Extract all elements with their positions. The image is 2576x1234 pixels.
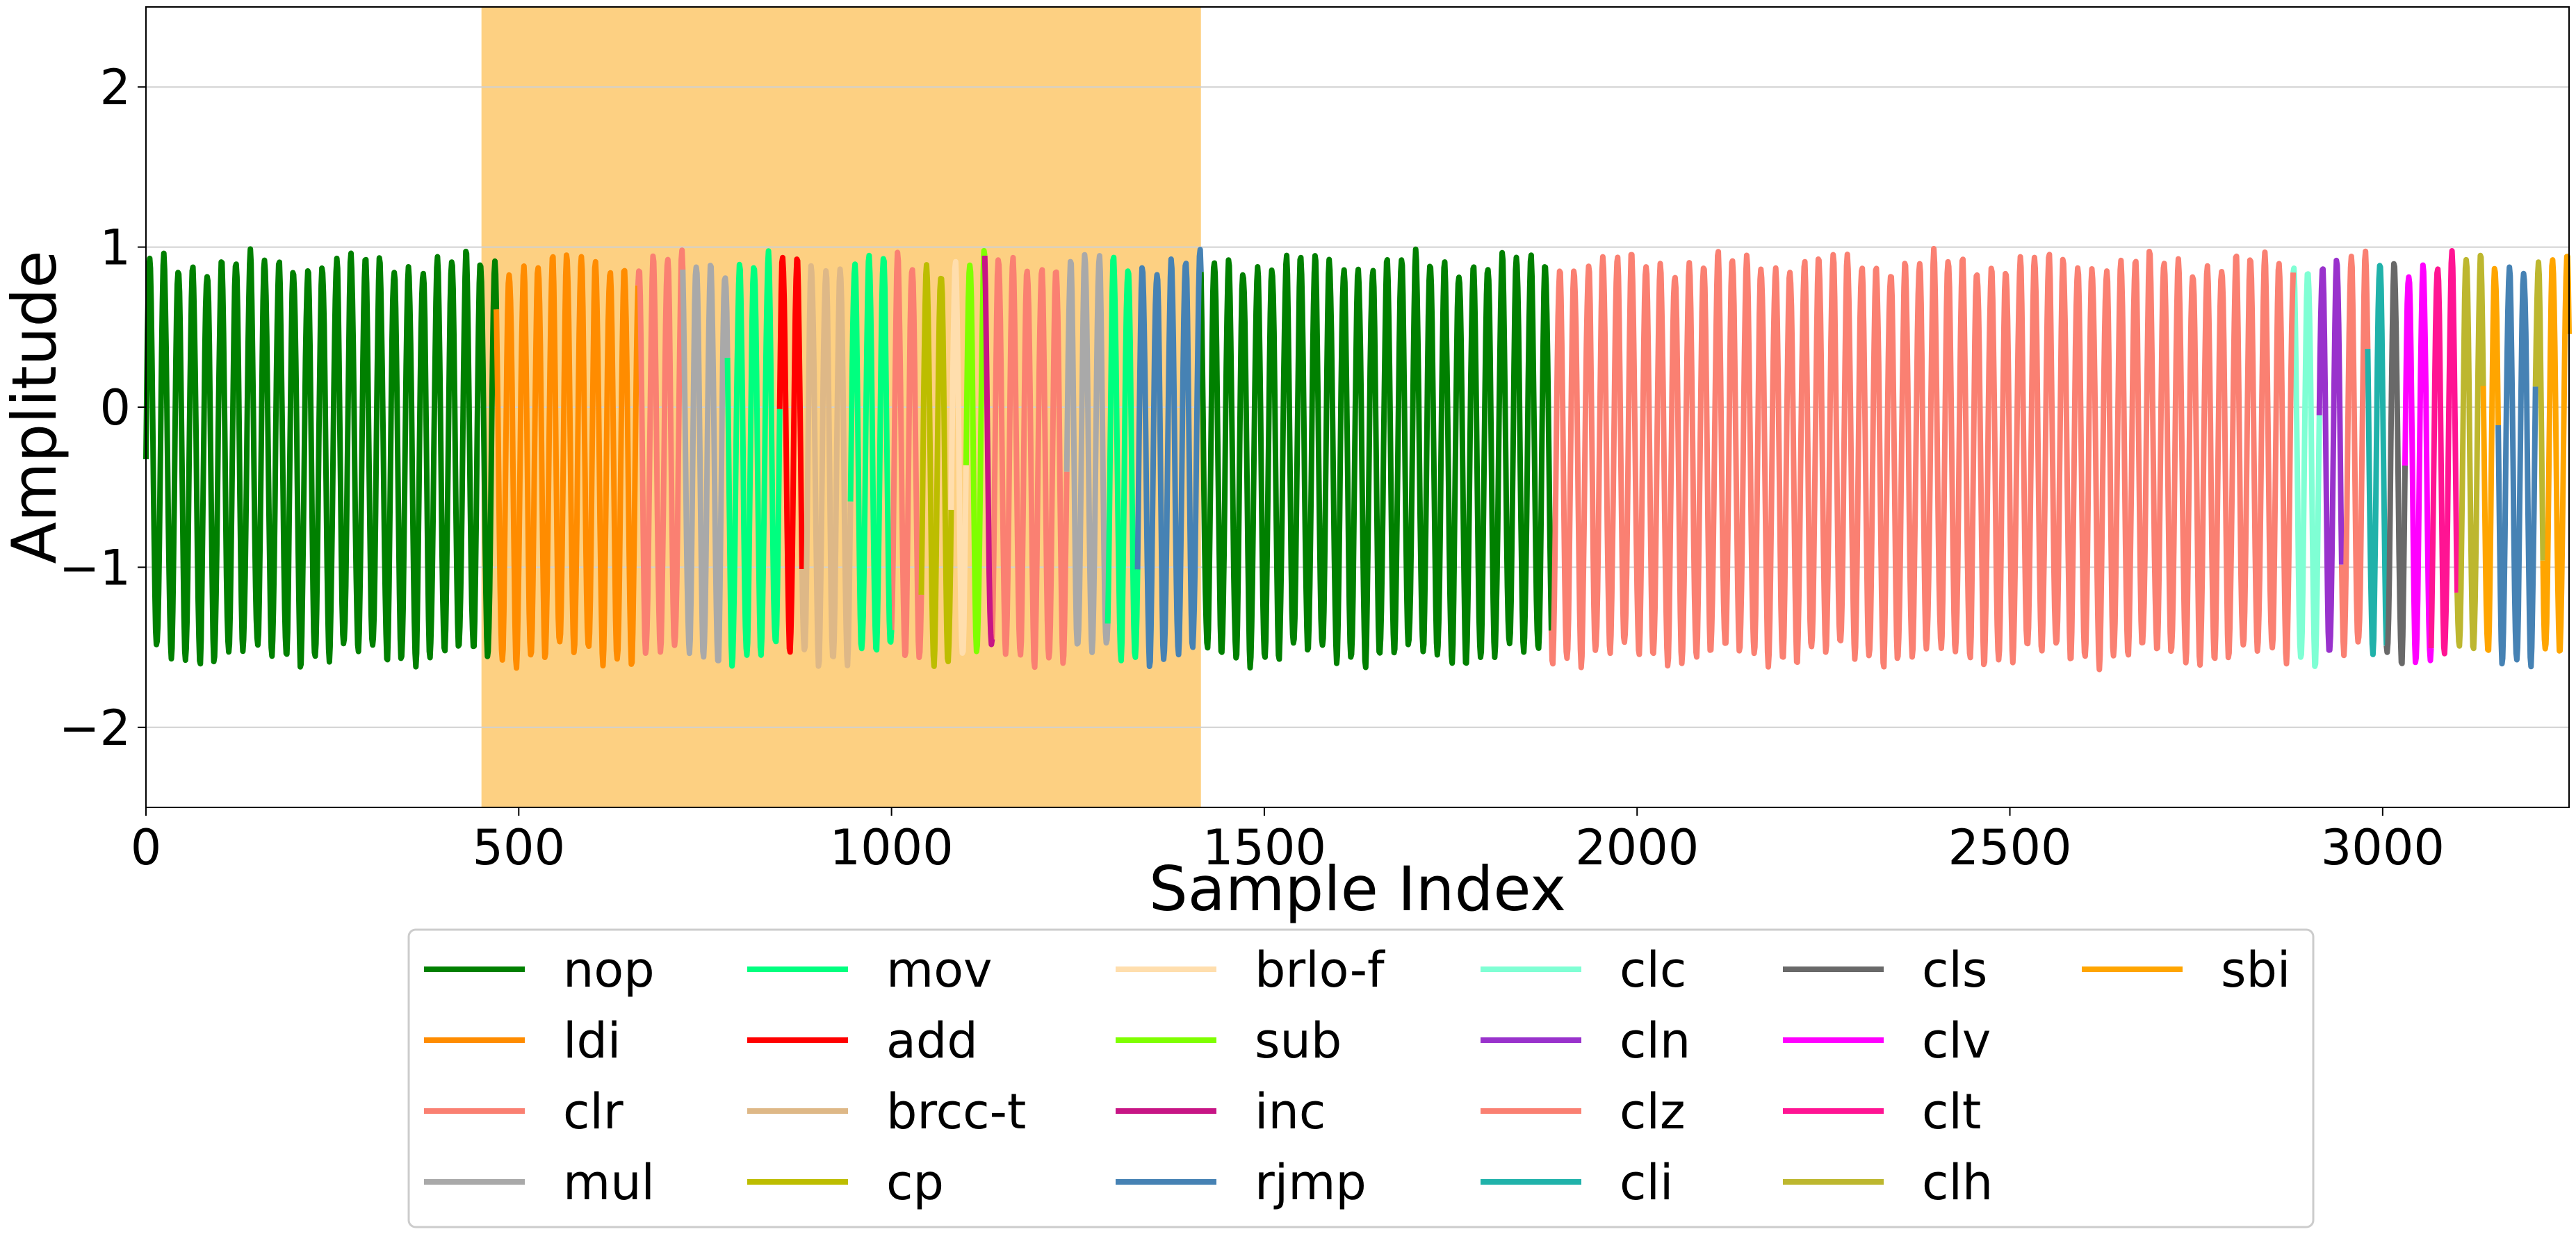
y-axis-title: Amplitude <box>0 251 70 564</box>
legend-label-cls: cls <box>1922 941 1987 998</box>
x-tick-label: 2500 <box>1948 819 2071 876</box>
x-tick-label: 500 <box>473 819 566 876</box>
legend-label-mov: mov <box>886 941 992 998</box>
series-ldi-line <box>494 252 641 671</box>
y-tick-label: 0 <box>99 379 131 436</box>
legend-label-cli: cli <box>1620 1154 1673 1211</box>
series-cln-line <box>2316 257 2345 653</box>
series-layer <box>143 245 2572 673</box>
series-mov-line <box>847 252 895 653</box>
series-clr-line <box>888 249 924 661</box>
series-clh-line <box>2532 259 2546 561</box>
legend-label-sbi: sbi <box>2221 941 2290 998</box>
legend-label-brlo-f: brlo-f <box>1255 941 1385 998</box>
legend-label-sub: sub <box>1255 1012 1342 1069</box>
series-sbi-line <box>2540 254 2572 654</box>
legend-label-clh: clh <box>1922 1154 1993 1211</box>
series-mul-line <box>1063 252 1111 655</box>
series-brlo-f-line <box>948 258 969 656</box>
series-rjmp-line <box>2495 264 2538 670</box>
x-tick-label: 0 <box>131 819 162 876</box>
y-tick-label: 1 <box>99 220 131 277</box>
legend-label-mul: mul <box>563 1154 655 1211</box>
x-tick-label: 1000 <box>830 819 954 876</box>
legend-label-inc: inc <box>1255 1083 1326 1140</box>
series-clz-line <box>1548 245 2297 673</box>
legend-label-rjmp: rjmp <box>1255 1154 1367 1211</box>
series-cli-line <box>2365 263 2390 657</box>
series-clv-line <box>2402 262 2434 666</box>
series-clr-line <box>635 247 686 656</box>
legend: nop ldi clr mul mov add brcc-t cp brlo-f sub inc rj… <box>407 928 2315 1228</box>
series-mul-line <box>680 263 731 664</box>
series-add-line <box>776 254 805 655</box>
y-tick-label: −2 <box>59 700 131 757</box>
series-nop-line <box>143 246 500 670</box>
legend-label-clr: clr <box>563 1083 623 1140</box>
y-axis: −2 −1 0 1 2 <box>59 59 146 757</box>
legend-label-clc: clc <box>1620 941 1686 998</box>
series-inc-line <box>981 255 995 648</box>
series-clh-line <box>2454 252 2486 652</box>
series-brcc-t-line <box>799 263 854 669</box>
x-axis: 0 500 1000 1500 2000 2500 3000 <box>131 807 2445 876</box>
x-tick-label: 1500 <box>1203 819 1326 876</box>
series-mov-line <box>724 248 783 669</box>
series-nop-line <box>1198 246 1554 671</box>
legend-label-ldi: ldi <box>563 1012 621 1069</box>
series-mov-line <box>1104 254 1141 664</box>
legend-label-clz: clz <box>1620 1083 1686 1140</box>
series-clz-line <box>2338 248 2371 659</box>
series-cls-line <box>2383 261 2408 666</box>
series-sbi-line <box>2480 265 2502 653</box>
legend-label-clt: clt <box>1922 1083 1981 1140</box>
series-rjmp-line <box>1134 247 1204 669</box>
legend-label-cln: cln <box>1620 1012 1690 1069</box>
series-cp-line <box>918 262 954 669</box>
y-tick-label: 2 <box>99 59 131 116</box>
legend-label-nop: nop <box>563 941 655 998</box>
x-axis-title: Sample Index <box>1149 853 1566 925</box>
x-tick-label: 3000 <box>2321 819 2445 876</box>
y-tick-label: −1 <box>59 539 131 596</box>
legend-box <box>407 928 2315 1228</box>
series-sub-line <box>963 247 988 655</box>
series-clt-line <box>2428 248 2461 657</box>
series-clr-line <box>989 254 1070 671</box>
series-clc-line <box>2290 265 2322 669</box>
legend-label-clv: clv <box>1922 1012 1991 1069</box>
legend-label-cp: cp <box>886 1154 944 1211</box>
legend-label-brcc-t: brcc-t <box>886 1083 1026 1140</box>
legend-label-add: add <box>886 1012 978 1069</box>
x-tick-label: 2000 <box>1575 819 1699 876</box>
